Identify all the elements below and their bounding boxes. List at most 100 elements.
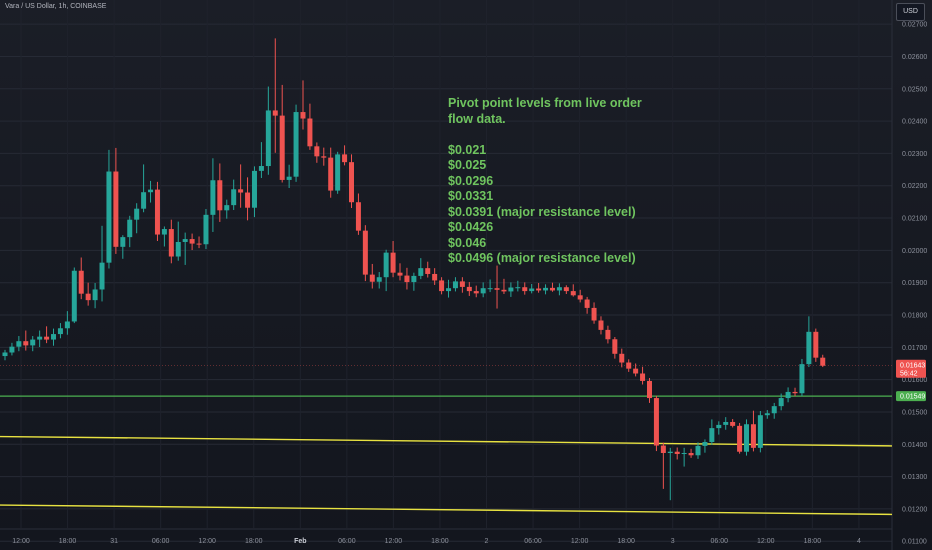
candle-body [619,353,625,363]
candle-body [231,189,237,206]
candle-body [556,287,562,291]
candle-up [515,280,521,292]
candle-body [667,451,673,454]
candle-body [744,424,750,452]
candle-body [397,272,403,276]
candle-down [619,348,625,368]
candle-down [217,163,223,222]
candle-up [681,447,687,467]
candle-down [612,336,618,359]
x-tick-label: 2 [485,538,489,545]
candle-up [210,158,216,232]
candle-up [265,86,271,175]
candle-body [716,424,722,429]
candle-body [466,286,472,292]
candle-up [376,272,382,289]
candle-down [536,283,542,293]
candle-body [536,288,542,291]
candle-body [730,421,736,426]
candle-up [702,439,708,453]
candle-body [646,380,652,399]
candle-up [799,358,805,397]
candle-down [279,84,285,183]
candle-up [2,349,8,361]
candle-body [820,357,826,366]
candle-up [51,328,57,346]
candle-body [106,171,112,263]
candle-body [487,288,493,290]
annotation-line: Pivot point levels from live order [448,96,642,110]
y-tick-label: 0.02300 [902,151,927,158]
candle-down [328,147,334,198]
candle-body [459,281,465,287]
x-tick-label: 3 [671,538,675,545]
candle-body [446,288,452,292]
candle-up [418,258,424,280]
candle-body [411,275,417,283]
candle-body [148,189,154,193]
y-tick-label: 0.02600 [902,54,927,61]
candle-body [57,328,63,335]
candle-body [750,424,756,448]
candle-up [446,279,452,298]
candle-body [771,406,777,414]
candle-body [612,339,618,354]
candle-body [549,287,555,291]
x-tick-label: 31 [110,538,118,545]
candle-up [335,151,341,194]
candle-body [321,156,327,158]
candle-body [355,202,361,231]
candle-down [501,278,507,295]
candle-up [529,283,535,294]
candle-up [224,199,230,219]
candle-body [529,288,535,292]
candle-body [99,262,105,290]
candle-body [127,219,133,238]
y-tick-label: 0.02100 [902,216,927,223]
candle-body [279,115,285,180]
candle-body [175,241,181,257]
candle-body [543,287,549,291]
candle-up [744,419,750,456]
candle-up [148,180,154,203]
candle-down [820,354,826,368]
candle-body [224,205,230,211]
candle-down [750,410,756,452]
candle-body [653,398,659,446]
candle-down [342,145,348,166]
y-tick-label: 0.01200 [902,506,927,513]
candle-body [563,287,569,292]
x-tick-label: 18:00 [804,538,822,545]
candle-body [196,243,202,245]
currency-button[interactable]: USD [896,3,925,21]
candle-body [251,170,257,208]
candle-up [286,164,292,189]
candle-body [418,268,424,276]
candle-body [134,208,140,220]
candle-up [480,282,486,298]
candle-up [16,336,22,352]
candle-body [577,295,583,300]
candle-body [626,362,632,369]
candle-body [30,339,36,346]
x-tick-label: Feb [294,538,306,545]
candle-body [182,239,188,242]
candle-up [37,330,43,348]
candle-down [522,282,528,295]
candle-down [425,261,431,278]
y-tick-label: 0.01900 [902,280,927,287]
candle-up [64,311,70,335]
symbol-header: Vara / US Dollar, 1h, COINBASE [5,3,107,10]
candle-up [383,249,389,292]
x-tick-label: 06:00 [710,538,728,545]
candle-body [189,239,195,244]
candle-body [335,154,341,191]
y-tick-label: 0.01500 [902,409,927,416]
candle-down [626,359,632,372]
y-tick-label: 0.01600 [902,377,927,384]
candle-down [473,285,479,298]
candle-up [120,235,126,259]
candle-body [522,287,528,292]
